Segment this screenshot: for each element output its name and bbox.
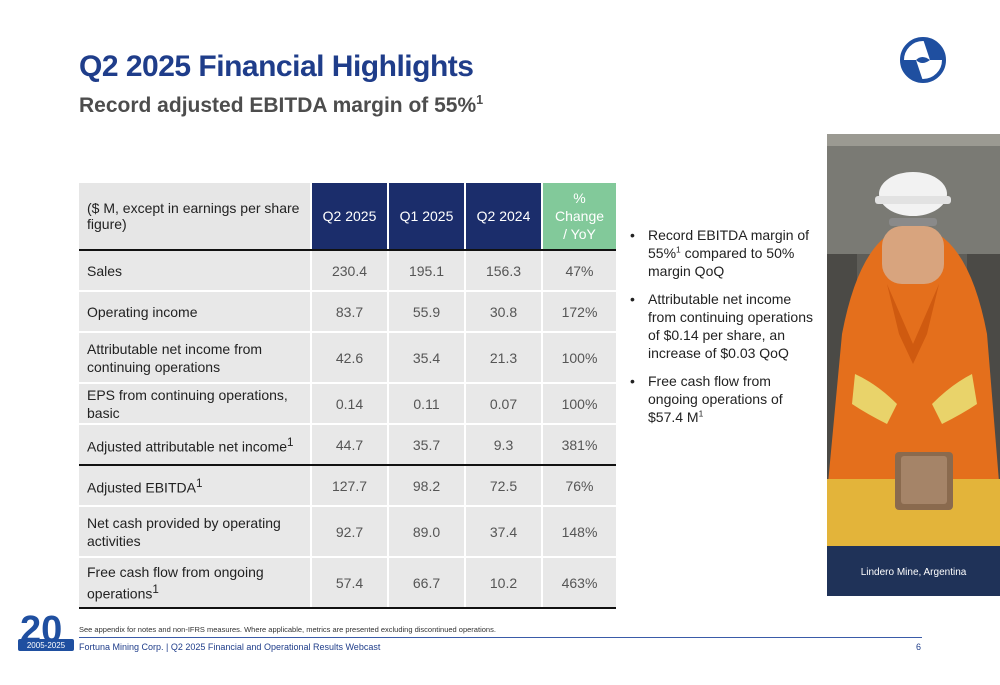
- pct-change-cell: 463%: [541, 557, 616, 609]
- value-cell: 44.7: [310, 424, 388, 466]
- value-cell: 92.7: [310, 506, 388, 558]
- value-cell: 10.2: [464, 557, 542, 609]
- bullet-glyph: •: [630, 291, 635, 307]
- value-cell: 57.4: [310, 557, 388, 609]
- pct-change-cell: 47%: [541, 250, 616, 292]
- value-cell: 42.6: [310, 332, 388, 384]
- highlights-list: • Record EBITDA margin of 55%1 compared t…: [628, 226, 818, 436]
- table-row: Free cash flow from ongoing operations1 5…: [79, 557, 616, 609]
- anniversary-years-label: 2005-2025: [27, 641, 66, 650]
- pct-change-cell: 100%: [541, 383, 616, 425]
- table-row: Sales 230.4 195.1 156.3 47%: [79, 250, 616, 292]
- fortuna-logo-icon: [900, 37, 946, 83]
- highlight-item: • Record EBITDA margin of 55%1 compared t…: [630, 227, 810, 279]
- value-cell: 35.4: [387, 332, 465, 384]
- row-label: Attributable net income from continuing …: [79, 332, 311, 384]
- table-header-row: ($ M, except in earnings per share figur…: [79, 183, 616, 251]
- highlight-item: • Free cash flow from ongoing operations …: [630, 373, 783, 425]
- value-cell: 83.7: [310, 291, 388, 333]
- value-cell: 72.5: [464, 465, 542, 507]
- bullet-glyph: •: [630, 373, 635, 389]
- value-cell: 0.07: [464, 383, 542, 425]
- value-cell: 195.1: [387, 250, 465, 292]
- mine-photo: Lindero Mine, Argentina: [827, 134, 1000, 596]
- value-cell: 127.7: [310, 465, 388, 507]
- bullet-glyph: •: [630, 227, 635, 243]
- pct-change-cell: 172%: [541, 291, 616, 333]
- value-cell: 98.2: [387, 465, 465, 507]
- page-title: Q2 2025 Financial Highlights: [79, 50, 474, 83]
- column-header-q1-2025: Q1 2025: [387, 183, 465, 251]
- pct-change-cell: 381%: [541, 424, 616, 466]
- row-label: Free cash flow from ongoing operations1: [79, 557, 311, 609]
- 20-years-badge-icon: 20 2005-2025: [18, 609, 74, 651]
- pct-change-cell: 76%: [541, 465, 616, 507]
- value-cell: 230.4: [310, 250, 388, 292]
- table-header-label: ($ M, except in earnings per share figur…: [79, 183, 311, 251]
- page-number: 6: [916, 642, 922, 652]
- highlight-item: • Attributable net income from continuing…: [630, 291, 813, 361]
- page-subtitle: Record adjusted EBITDA margin of 55%1: [79, 93, 484, 117]
- value-cell: 9.3: [464, 424, 542, 466]
- value-cell: 21.3: [464, 332, 542, 384]
- miner-with-dore-bar-image: [827, 134, 1000, 596]
- financial-table: ($ M, except in earnings per share figur…: [79, 183, 616, 609]
- table-row: Adjusted attributable net income1 44.7 35.…: [79, 424, 616, 466]
- column-header-q2-2025: Q2 2025: [310, 183, 388, 251]
- column-header-pct-change: % Change / YoY: [541, 183, 616, 251]
- row-label: Sales: [79, 250, 311, 292]
- footer-source: Fortuna Mining Corp. | Q2 2025 Financial…: [79, 642, 381, 652]
- table-row: Adjusted EBITDA1 127.7 98.2 72.5 76%: [79, 465, 616, 507]
- table-row: Operating income 83.7 55.9 30.8 172%: [79, 291, 616, 333]
- value-cell: 30.8: [464, 291, 542, 333]
- value-cell: 35.7: [387, 424, 465, 466]
- row-label: Operating income: [79, 291, 311, 333]
- column-header-q2-2024: Q2 2024: [464, 183, 542, 251]
- value-cell: 0.11: [387, 383, 465, 425]
- row-label: EPS from continuing operations, basic: [79, 383, 311, 425]
- pct-change-cell: 148%: [541, 506, 616, 558]
- table-row: EPS from continuing operations, basic 0.1…: [79, 383, 616, 425]
- value-cell: 37.4: [464, 506, 542, 558]
- footnote: See appendix for notes and non-IFRS meas…: [79, 625, 496, 634]
- value-cell: 89.0: [387, 506, 465, 558]
- value-cell: 0.14: [310, 383, 388, 425]
- photo-caption: Lindero Mine, Argentina: [860, 567, 967, 578]
- value-cell: 66.7: [387, 557, 465, 609]
- value-cell: 55.9: [387, 291, 465, 333]
- table-row: Attributable net income from continuing …: [79, 332, 616, 384]
- row-label: Adjusted EBITDA1: [79, 465, 311, 507]
- pct-change-cell: 100%: [541, 332, 616, 384]
- footer-divider: [79, 637, 922, 638]
- row-label: Adjusted attributable net income1: [79, 424, 311, 466]
- row-label: Net cash provided by operating activitie…: [79, 506, 311, 558]
- value-cell: 156.3: [464, 250, 542, 292]
- table-row: Net cash provided by operating activitie…: [79, 506, 616, 558]
